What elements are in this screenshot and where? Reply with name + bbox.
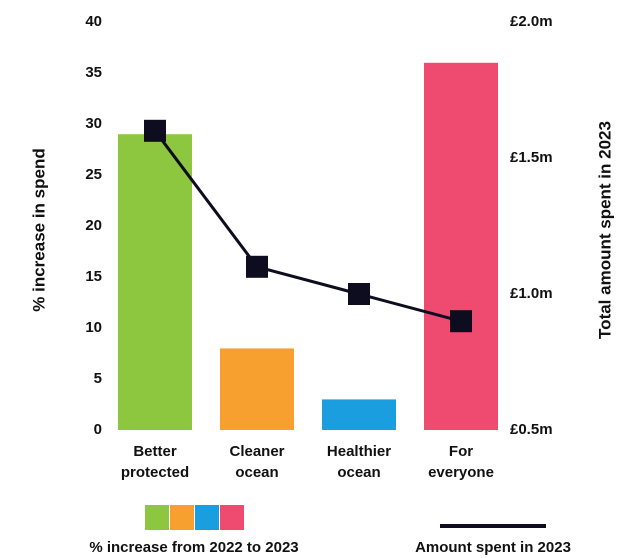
y2-tick-label: £0.5m <box>510 421 553 438</box>
bar <box>220 348 294 430</box>
x-tick-label: Cleaner ocean <box>229 443 285 481</box>
y2-tick-label: £1.5m <box>510 149 553 166</box>
line-marker <box>450 310 472 333</box>
y-tick-label: 15 <box>85 268 102 285</box>
y-tick-label: 40 <box>85 13 102 30</box>
y-tick-label: 25 <box>85 166 102 183</box>
x-tick-label: Better protected <box>120 443 190 481</box>
legend-label: % increase from 2022 to 2023 <box>89 539 298 556</box>
line-marker <box>348 283 370 305</box>
legend-swatch <box>170 505 194 530</box>
y-tick-label: 20 <box>85 217 102 234</box>
legend-label: Amount spent in 2023 <box>415 539 571 556</box>
legend-swatch <box>145 505 169 530</box>
bar <box>118 134 192 430</box>
y-tick-label: 10 <box>85 319 102 336</box>
y2-tick-label: £2.0m <box>510 13 553 30</box>
legend-swatch <box>195 505 219 530</box>
x-tick-label: For everyone <box>428 443 494 481</box>
y-tick-label: 5 <box>94 370 102 387</box>
y-tick-label: 30 <box>85 115 102 132</box>
y-tick-label: 35 <box>85 64 102 81</box>
bar <box>322 399 396 430</box>
y2-tick-label: £1.0m <box>510 285 553 302</box>
x-tick-label: Healthier ocean <box>326 443 392 481</box>
y-axis-title: % increase in spend <box>29 148 48 311</box>
line <box>153 129 462 323</box>
legend-swatch <box>220 505 244 530</box>
y-tick-label: 0 <box>94 421 102 438</box>
y2-axis-title: Total amount spent in 2023 <box>595 121 614 339</box>
line-marker <box>144 119 166 142</box>
line-marker <box>246 255 268 278</box>
bar <box>424 62 498 431</box>
